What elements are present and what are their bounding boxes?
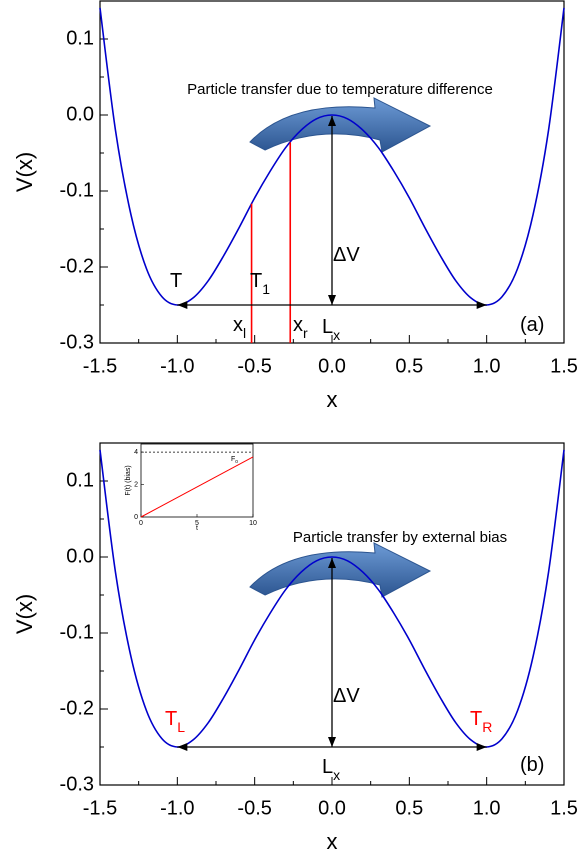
annotation-text: x [293,314,303,336]
arrow-head [177,301,188,309]
inset-x-tick-label: 5 [195,520,199,527]
y-axis-title: V(x) [12,152,37,192]
arrow-head [328,558,336,568]
annotation: T [170,270,182,292]
arrow-head [476,301,487,309]
inset-x-tick-label: 10 [249,520,257,527]
annotation: TR [470,708,492,734]
annotation: ΔV [333,244,360,266]
inset-y-title: F(t) (bias) [125,465,132,495]
x-tick-label: -1.5 [83,355,117,377]
x-tick-label: 1.5 [550,355,578,377]
annotation-sub: r [303,325,308,341]
x-tick-label: 0.5 [395,797,423,819]
x-tick-label: -0.5 [237,797,271,819]
annotation-text: L [322,316,333,338]
annotation-sub: l [243,325,246,341]
bias-line [140,456,254,518]
annotation-text: (a) [520,314,544,336]
annotation: (a) [520,314,544,336]
annotation-text: Particle transfer by external bias [293,529,507,546]
annotation-text: L [322,756,333,778]
y-tick-label: 0.0 [66,103,94,125]
y-tick-label: 0.1 [66,469,94,491]
y-tick-label: -0.3 [60,773,94,795]
annotation-sub: 0 [235,459,238,465]
y-tick-label: -0.1 [60,179,94,201]
annotation-sub: x [333,767,340,783]
annotation-text: T [250,270,262,292]
arrow-head [328,737,336,747]
y-tick-label: -0.3 [60,331,94,353]
annotation-sub: 1 [262,281,270,297]
y-tick-label: -0.2 [60,697,94,719]
annotation-text: T [170,270,182,292]
inset-frame [140,443,254,518]
annotation: xl [233,314,246,340]
x-tick-label: 1.5 [550,797,578,819]
annotation-text: (b) [520,754,544,776]
inset-y-tick-label: 2 [134,481,138,488]
annotation: F0 [231,456,238,465]
potential-curve [99,449,565,748]
x-tick-label: 1.0 [473,355,501,377]
arrow-head [328,116,336,126]
x-axis-title: x [327,387,338,412]
inset-x-title: t [196,525,198,532]
arrow-head [328,295,336,305]
arrow-head [476,743,487,751]
y-tick-label: 0.0 [66,545,94,567]
annotation-text: ΔV [333,244,360,266]
annotation-text: T [470,708,482,730]
inset-x-tick-label: 0 [139,520,143,527]
annotation: ΔV [333,685,360,707]
inset-y-tick-label: 0 [134,514,138,521]
annotation-sub: L [177,719,185,735]
y-tick-label: -0.1 [60,621,94,643]
annotation: Particle transfer by external bias [293,529,507,546]
x-tick-label: 1.0 [473,797,501,819]
annotation-text: Particle transfer due to temperature dif… [187,81,493,98]
annotation: TL [165,708,185,734]
annotation-text: T [165,708,177,730]
x-tick-label: -0.5 [237,355,271,377]
annotation: Particle transfer due to temperature dif… [187,81,493,98]
x-tick-label: -1.0 [160,355,194,377]
potential-curve [99,7,565,306]
x-tick-label: 0.0 [318,355,346,377]
annotation: xr [293,314,308,340]
annotation: T1 [250,270,270,296]
annotation: Lx [322,756,340,782]
annotation: (b) [520,754,544,776]
annotation-text: F [231,456,235,463]
x-tick-label: -1.0 [160,797,194,819]
x-axis-title: x [327,829,338,854]
x-tick-label: 0.0 [318,797,346,819]
annotation-sub: R [482,719,492,735]
arrow-head [177,743,188,751]
annotation: Lx [322,316,340,342]
annotation-text: ΔV [333,685,360,707]
y-tick-label: 0.1 [66,27,94,49]
y-tick-label: -0.2 [60,255,94,277]
annotation-text: x [233,314,243,336]
y-axis-title: V(x) [12,594,37,634]
x-tick-label: 0.5 [395,355,423,377]
transfer-arrow [249,97,431,153]
x-tick-label: -1.5 [83,797,117,819]
annotation-sub: x [333,327,340,343]
transfer-arrow [249,542,431,598]
inset-y-tick-label: 4 [134,449,138,456]
